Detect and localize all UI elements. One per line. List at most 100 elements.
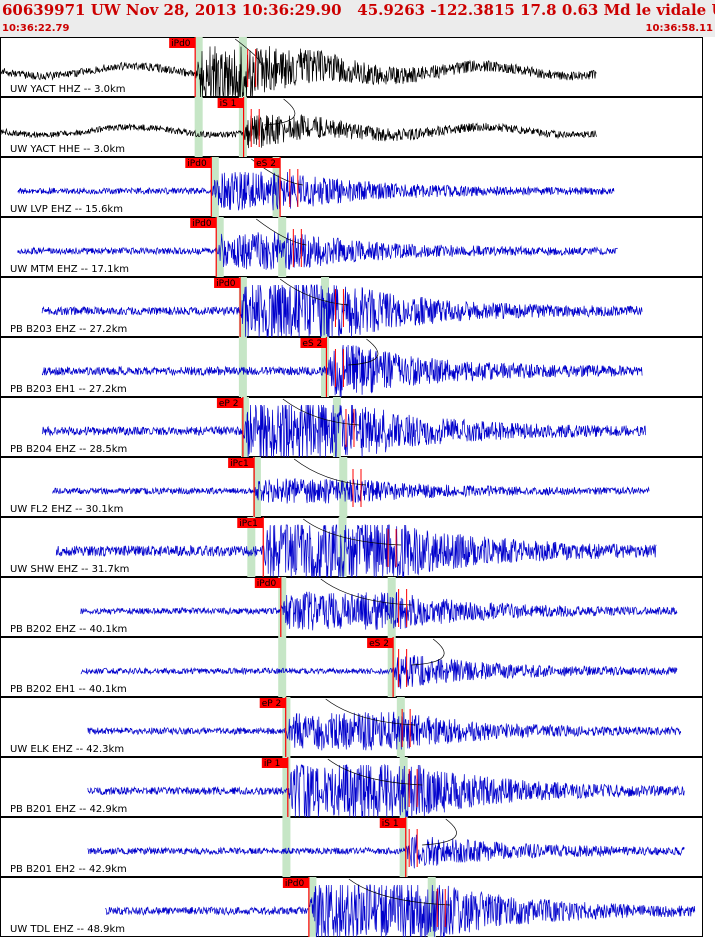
trace-panel: [0, 637, 703, 697]
window-band: [278, 637, 287, 697]
station-label: PB B201 EH2 -- 42.9km: [10, 864, 127, 875]
station-label: PB B203 EHZ -- 27.2km: [10, 324, 127, 335]
window-band: [321, 337, 330, 397]
station-label: PB B204 EHZ -- 28.5km: [10, 444, 127, 455]
travel-time-curve: [264, 98, 296, 126]
waveform: [41, 284, 643, 338]
station-label: PB B203 EH1 -- 27.2km: [10, 384, 127, 395]
window-band: [282, 757, 291, 817]
phase-pick-label: iPd0: [285, 879, 305, 889]
waveform: [41, 404, 646, 458]
phase-pick-label: eS 2: [302, 339, 322, 349]
trace-panel: [0, 37, 703, 97]
phase-pick-tag: [282, 878, 309, 888]
travel-time-curve: [411, 638, 445, 666]
event-header: 60639971 UW Nov 28, 2013 10:36:29.90 45.…: [0, 0, 715, 37]
window-band: [339, 457, 348, 517]
waveform: [0, 114, 597, 149]
window-band: [238, 337, 247, 397]
station-label: UW FL2 EHZ -- 30.1km: [10, 504, 123, 515]
window-band: [282, 817, 291, 877]
window-start-time: 10:36:22.79: [2, 23, 70, 34]
window-band: [399, 817, 408, 877]
phase-pick-tag: [367, 638, 394, 648]
trace-panel: [0, 757, 703, 817]
phase-pick-tag: [300, 338, 327, 348]
phase-pick-tag: [169, 38, 196, 48]
waveform: [87, 763, 685, 819]
station-label: UW TDL EHZ -- 48.9km: [10, 924, 125, 935]
phase-pick-tag: [185, 158, 212, 168]
window-band: [252, 457, 261, 517]
window-band: [238, 97, 247, 157]
phase-pick-label: eP 2: [262, 699, 282, 709]
phase-pick-label: iPd0: [171, 39, 191, 49]
phase-pick-label: iP 1: [264, 759, 281, 769]
phase-pick-tag: [379, 818, 406, 828]
trace-panel: [0, 157, 703, 217]
trace-panel: [0, 397, 703, 457]
waveform: [55, 523, 657, 579]
window-band: [238, 37, 247, 97]
event-title: 60639971 UW Nov 28, 2013 10:36:29.90 45.…: [2, 1, 715, 19]
phase-pick-tag: [237, 518, 264, 528]
travel-time-curve: [279, 278, 349, 306]
phase-pick-label: eS 2: [369, 639, 389, 649]
station-label: PB B202 EHZ -- 40.1km: [10, 624, 127, 635]
trace-panel: [0, 697, 703, 757]
window-band: [272, 157, 281, 217]
station-label: UW SHW EHZ -- 31.7km: [10, 564, 129, 575]
trace-panel: [0, 817, 703, 877]
window-band: [194, 97, 203, 157]
window-band: [247, 517, 256, 577]
phase-pick-label: iS 1: [382, 819, 399, 829]
phase-pick-tag: [214, 278, 241, 288]
station-label: UW ELK EHZ -- 42.3km: [10, 744, 124, 755]
station-label: PB B201 EHZ -- 42.9km: [10, 804, 127, 815]
waveform: [0, 46, 597, 98]
phase-pick-tag: [261, 758, 288, 768]
phase-pick-tag: [228, 458, 255, 468]
waveform: [87, 834, 685, 869]
station-label: UW LVP EHZ -- 15.6km: [10, 204, 123, 215]
travel-time-curve: [303, 518, 402, 546]
phase-pick-label: iPd0: [257, 579, 277, 589]
travel-time-curve: [348, 338, 379, 366]
window-end-time: 10:36:58.11: [645, 23, 713, 34]
phase-pick-label: iS 1: [220, 99, 237, 109]
window-band: [387, 637, 396, 697]
window-band: [282, 697, 291, 757]
phase-pick-tag: [254, 158, 281, 168]
travel-time-curve: [320, 578, 412, 606]
phase-pick-label: iPd0: [192, 219, 212, 229]
station-label: PB B202 EH1 -- 40.1km: [10, 684, 127, 695]
waveform: [105, 884, 696, 938]
station-label: UW YACT HHE -- 3.0km: [10, 144, 125, 155]
travel-time-curve: [293, 458, 367, 486]
window-band: [338, 517, 347, 577]
phase-pick-tag: [190, 218, 217, 228]
phase-pick-label: iPd0: [187, 159, 207, 169]
phase-pick-tag: [254, 578, 281, 588]
phase-pick-label: iPc1: [239, 519, 258, 529]
phase-pick-label: eS 2: [256, 159, 276, 169]
trace-panel: [0, 217, 703, 277]
phase-pick-tag: [216, 398, 243, 408]
waveform: [52, 478, 650, 504]
phase-pick-label: iPc1: [230, 459, 249, 469]
travel-time-curve: [282, 398, 360, 426]
waveform: [87, 711, 682, 751]
travel-time-curve: [256, 218, 307, 246]
trace-panel: [0, 97, 703, 157]
station-label: UW MTM EHZ -- 17.1km: [10, 264, 129, 275]
travel-time-curve: [234, 38, 262, 66]
trace-panel: [0, 577, 703, 637]
trace-panel: [0, 337, 703, 397]
waveform: [41, 344, 643, 398]
phase-pick-tag: [259, 698, 286, 708]
phase-pick-tag: [217, 98, 244, 108]
travel-time-curve: [325, 698, 416, 726]
window-band: [215, 217, 224, 277]
trace-panel: [0, 457, 703, 517]
